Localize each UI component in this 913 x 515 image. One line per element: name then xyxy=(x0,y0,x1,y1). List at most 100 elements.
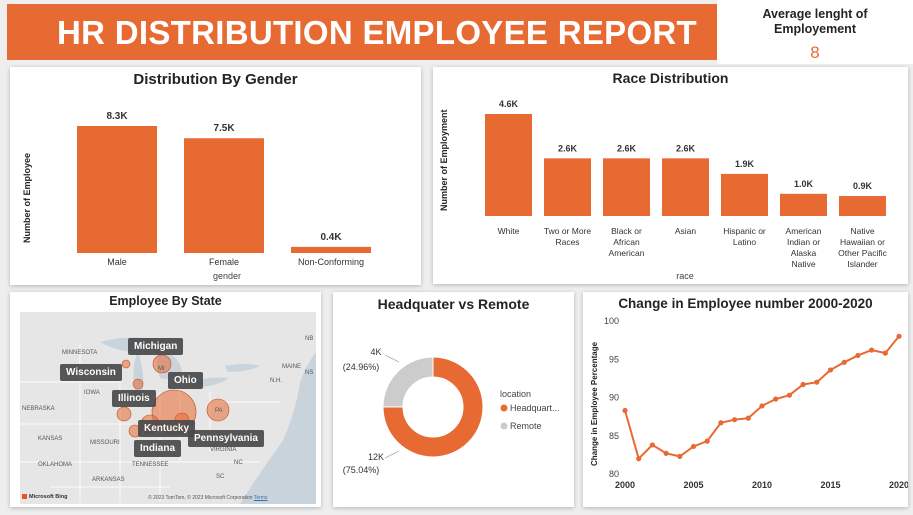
location-donut-card[interactable]: Headquater vs Remote 4K (24.96%) 12K (75… xyxy=(333,292,574,507)
race-data-label-0: 4.6K xyxy=(499,99,519,109)
map-label-pennsylvania[interactable]: Pennsylvania xyxy=(188,430,264,447)
line-point-2020[interactable] xyxy=(896,333,902,339)
race-bar-1[interactable] xyxy=(544,158,591,216)
map-text-sc: SC xyxy=(216,474,225,480)
line-y-tick-0: 80 xyxy=(609,469,619,479)
line-x-tick-2: 2010 xyxy=(752,480,772,490)
line-x-tick-3: 2015 xyxy=(820,480,840,490)
state-map[interactable]: MINNESOTA IOWA NEBRASKA KANSAS MISSOURI … xyxy=(20,312,316,504)
remote-leader-line xyxy=(384,354,400,363)
bing-logo-icon xyxy=(22,494,27,500)
map-text-tennessee: TENNESSEE xyxy=(132,462,169,468)
race-data-label-1: 2.6K xyxy=(558,143,578,153)
race-data-label-5: 1.0K xyxy=(794,179,814,189)
map-label-ohio[interactable]: Ohio xyxy=(168,372,203,389)
line-point-2010[interactable] xyxy=(759,403,765,409)
legend-title: location xyxy=(500,389,531,399)
gender-bar-0[interactable] xyxy=(77,126,157,253)
bubble-michigan xyxy=(152,354,172,374)
line-point-2016[interactable] xyxy=(841,359,847,365)
line-point-2008[interactable] xyxy=(732,417,738,423)
remote-percent-label: (24.96%) xyxy=(343,362,380,372)
line-point-2012[interactable] xyxy=(786,392,792,398)
line-point-2007[interactable] xyxy=(718,420,724,426)
race-category-label-4: Hispanic or Latino xyxy=(723,226,766,247)
race-category-label-0: White xyxy=(498,226,520,236)
line-point-2003[interactable] xyxy=(663,450,669,456)
map-label-kentucky[interactable]: Kentucky xyxy=(138,420,196,437)
map-text-kansas: KANSAS xyxy=(38,436,63,442)
race-bar-6[interactable] xyxy=(839,196,886,216)
race-data-label-2: 2.6K xyxy=(617,143,637,153)
legend-item-remote[interactable]: Remote xyxy=(510,421,542,431)
race-bar-3[interactable] xyxy=(662,158,709,216)
line-point-2019[interactable] xyxy=(882,350,888,356)
change-chart-title: Change in Employee number 2000-2020 xyxy=(618,296,873,311)
bubble-small-1 xyxy=(132,378,144,390)
line-point-2014[interactable] xyxy=(814,379,820,385)
change-line-card[interactable]: Change in Employee number 2000-2020 Chan… xyxy=(583,292,908,507)
kpi-card-average-length[interactable]: Average lenght of Employement 8 xyxy=(717,0,913,64)
map-attribution: © 2023 TomTom, © 2023 Microsoft Corporat… xyxy=(148,495,267,501)
race-data-label-4: 1.9K xyxy=(735,159,755,169)
map-label-indiana[interactable]: Indiana xyxy=(134,440,182,457)
race-data-label-6: 0.9K xyxy=(853,181,873,191)
race-bar-5[interactable] xyxy=(780,193,827,216)
map-text-arkansas: ARKANSAS xyxy=(92,477,125,483)
line-point-2002[interactable] xyxy=(649,442,655,448)
map-text-missouri: MISSOURI xyxy=(90,440,120,446)
map-label-wisconsin[interactable]: Wisconsin xyxy=(60,364,122,381)
race-chart-card[interactable]: Race Distribution Number of Employment r… xyxy=(433,67,908,284)
gender-x-axis-label: gender xyxy=(213,271,241,281)
map-terms-link[interactable]: Terms xyxy=(253,495,268,501)
gender-chart-card[interactable]: Distribution By Gender Number of Employe… xyxy=(10,67,421,285)
line-x-tick-4: 2020 xyxy=(889,480,908,490)
race-bar-chart[interactable]: Number of Employment race 4.6K White 2.6K T… xyxy=(433,67,908,284)
gender-y-axis-label: Number of Employee xyxy=(22,153,32,243)
line-point-2005[interactable] xyxy=(690,443,697,450)
line-point-2009[interactable] xyxy=(745,415,751,421)
race-category-label-5: American Indian or Alaska Native xyxy=(786,226,822,269)
line-y-tick-3: 95 xyxy=(609,354,619,364)
line-y-tick-4: 100 xyxy=(604,316,619,326)
report-title-banner: HR DISTRIBUTION EMPLOYEE REPORT xyxy=(7,4,717,60)
race-bar-0[interactable] xyxy=(485,114,532,216)
gender-data-label-2: 0.4K xyxy=(320,232,342,243)
donut-slice-1[interactable] xyxy=(382,356,434,408)
map-attribution-text: © 2023 TomTom, © 2023 Microsoft Corporat… xyxy=(148,495,253,501)
map-text-virginia: VIRGINIA xyxy=(210,447,237,453)
donut-slice-0[interactable] xyxy=(382,356,484,458)
race-y-axis-label: Number of Employment xyxy=(439,109,449,211)
map-text-mi: MI xyxy=(158,366,165,372)
map-text-nebraska: NEBRASKA xyxy=(22,406,55,412)
state-map-card[interactable]: Employee By State xyxy=(10,292,321,507)
line-point-2000[interactable] xyxy=(622,407,628,414)
gender-bar-1[interactable] xyxy=(184,138,264,253)
line-point-2018[interactable] xyxy=(869,347,875,353)
race-bar-2[interactable] xyxy=(603,158,650,216)
gender-bar-2[interactable] xyxy=(291,246,371,253)
state-map-title: Employee By State xyxy=(109,294,222,308)
race-category-label-1: Two or More Races xyxy=(544,226,592,247)
line-y-tick-1: 85 xyxy=(609,431,619,441)
race-bar-4[interactable] xyxy=(721,173,768,216)
line-x-tick-1: 2005 xyxy=(683,480,703,490)
line-point-2017[interactable] xyxy=(855,352,861,359)
map-label-illinois[interactable]: Illinois xyxy=(112,390,156,407)
race-category-label-3: Asian xyxy=(675,226,697,236)
line-point-2015[interactable] xyxy=(827,367,834,373)
gender-bar-chart[interactable]: Number of Employee gender 8.3K Male 7.5K Fe… xyxy=(10,67,421,285)
map-label-michigan[interactable]: Michigan xyxy=(128,338,184,355)
kpi-label: Average lenght of Employement xyxy=(717,7,913,37)
line-point-2004[interactable] xyxy=(677,453,683,460)
location-donut-chart[interactable]: 4K (24.96%) 12K (75.04%) location Headqu… xyxy=(333,292,574,507)
line-point-2013[interactable] xyxy=(800,381,806,388)
line-point-2001[interactable] xyxy=(636,456,642,462)
line-point-2006[interactable] xyxy=(704,438,710,444)
change-line-chart[interactable]: Change in Employee Percentage 80 85 90 95 10… xyxy=(583,292,908,507)
legend-item-hq[interactable]: Headquart... xyxy=(510,403,560,413)
kpi-label-line1: Average lenght of xyxy=(762,7,868,21)
map-text-nb: NB xyxy=(305,336,314,342)
line-point-2011[interactable] xyxy=(773,396,779,402)
bing-logo-text: Microsoft Bing xyxy=(29,494,68,500)
